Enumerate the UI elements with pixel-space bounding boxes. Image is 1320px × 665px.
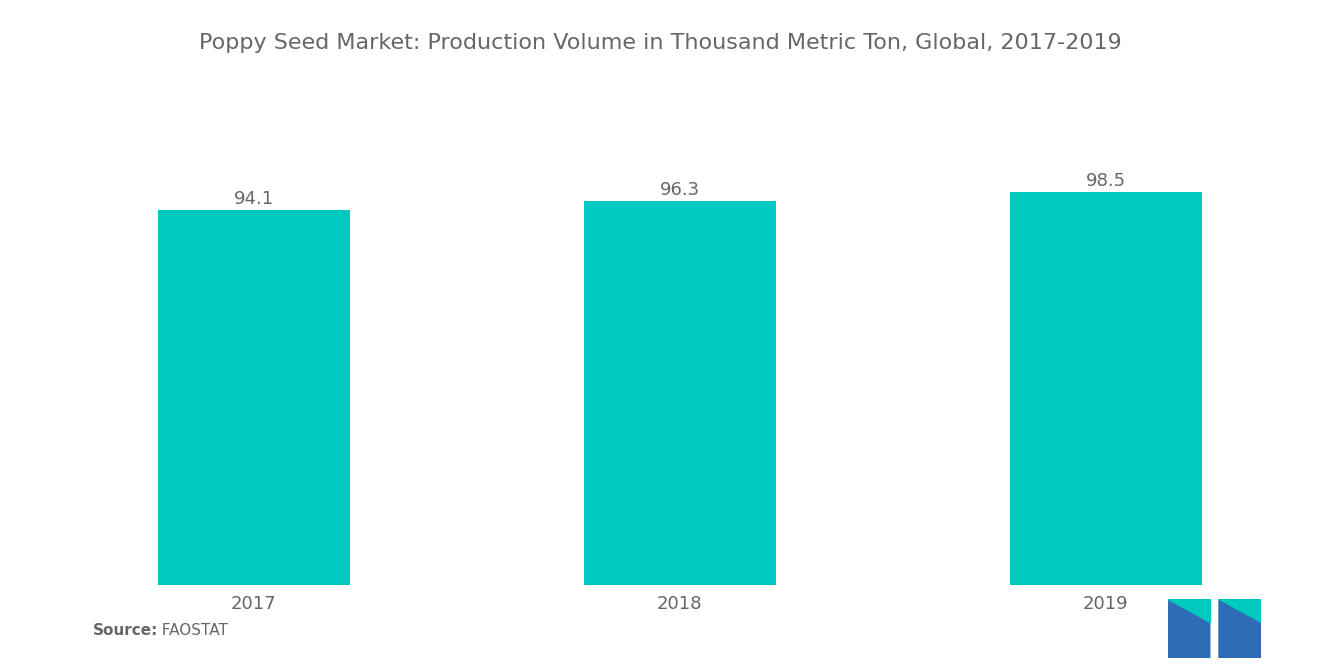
Text: Poppy Seed Market: Production Volume in Thousand Metric Ton, Global, 2017-2019: Poppy Seed Market: Production Volume in … — [198, 33, 1122, 53]
Text: 98.5: 98.5 — [1086, 172, 1126, 190]
Text: 94.1: 94.1 — [234, 190, 273, 207]
Polygon shape — [1220, 598, 1261, 658]
Text: 96.3: 96.3 — [660, 181, 700, 199]
Text: Source:: Source: — [92, 623, 158, 638]
Polygon shape — [1168, 598, 1210, 622]
Bar — [583, 201, 776, 585]
Bar — [158, 209, 350, 585]
Text: FAOSTAT: FAOSTAT — [152, 623, 227, 638]
Polygon shape — [1220, 598, 1261, 622]
Polygon shape — [1168, 598, 1210, 658]
Bar — [1010, 192, 1201, 585]
